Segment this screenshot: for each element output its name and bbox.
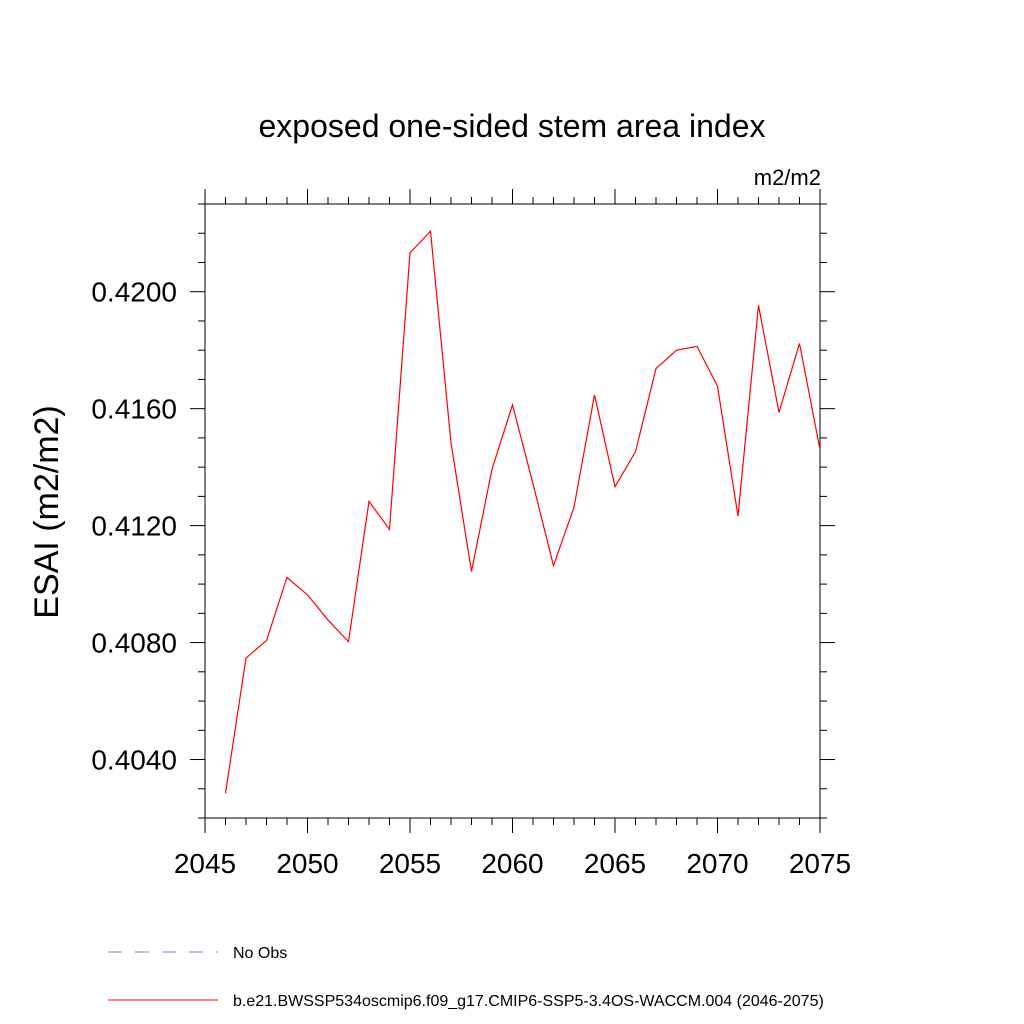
x-tick-label: 2045 xyxy=(174,848,236,879)
units-label: m2/m2 xyxy=(754,165,821,190)
y-tick-label: 0.4120 xyxy=(91,511,177,542)
plot-frame xyxy=(204,203,821,819)
y-axis-label: ESAI (m2/m2) xyxy=(28,405,66,618)
y-axis-tick-labels: 0.4040 0.4080 0.4120 0.4160 0.4200 xyxy=(91,277,177,776)
y-tick-label: 0.4160 xyxy=(91,394,177,425)
y-tick-label: 0.4040 xyxy=(91,745,177,776)
chart-title: exposed one-sided stem area index xyxy=(259,108,766,144)
y-tick-label: 0.4200 xyxy=(91,277,177,308)
x-axis-ticks xyxy=(204,189,821,833)
y-tick-label: 0.4080 xyxy=(91,628,177,659)
legend-series-label: b.e21.BWSSP534oscmip6.f09_g17.CMIP6-SSP5… xyxy=(233,993,824,1010)
x-tick-label: 2055 xyxy=(379,848,441,879)
y-axis-ticks xyxy=(190,203,835,819)
x-tick-label: 2070 xyxy=(686,848,748,879)
x-axis-tick-labels: 2045 2050 2055 2060 2065 2070 2075 xyxy=(174,848,851,879)
legend-no-obs-label: No Obs xyxy=(233,945,287,962)
x-tick-label: 2050 xyxy=(276,848,338,879)
x-tick-label: 2060 xyxy=(481,848,543,879)
series-group xyxy=(224,229,821,794)
x-tick-label: 2065 xyxy=(584,848,646,879)
series-line xyxy=(224,229,821,794)
x-tick-label: 2075 xyxy=(789,848,851,879)
legend: No Obs b.e21.BWSSP534oscmip6.f09_g17.CMI… xyxy=(108,945,824,1010)
